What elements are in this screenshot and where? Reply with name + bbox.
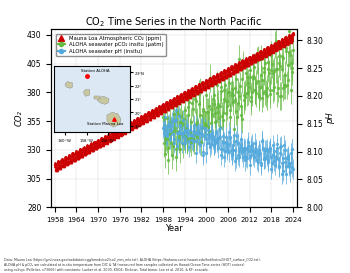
Text: Station Mauna Loa: Station Mauna Loa	[86, 122, 123, 126]
X-axis label: Year: Year	[165, 224, 183, 233]
Polygon shape	[94, 96, 100, 99]
Legend: Mauna Loa Atmospheric CO₂ (ppm), ALOHA seawater pCO₂ insitu (μatm), ALOHA seawat: Mauna Loa Atmospheric CO₂ (ppm), ALOHA s…	[56, 34, 166, 56]
Text: Station ALOHA: Station ALOHA	[81, 69, 109, 73]
Polygon shape	[65, 82, 72, 88]
Polygon shape	[97, 96, 109, 104]
Y-axis label: pH: pH	[326, 112, 335, 124]
Title: CO$_2$ Time Series in the North Pacific: CO$_2$ Time Series in the North Pacific	[85, 15, 262, 29]
Y-axis label: CO₂: CO₂	[15, 110, 24, 126]
Text: Data: Mauna Loa (https://gml.noaa.gov/webdata/ccgg/trends/co2/co2_mm_mlo.txt). A: Data: Mauna Loa (https://gml.noaa.gov/we…	[4, 259, 260, 272]
Polygon shape	[107, 112, 121, 127]
Polygon shape	[83, 90, 90, 96]
